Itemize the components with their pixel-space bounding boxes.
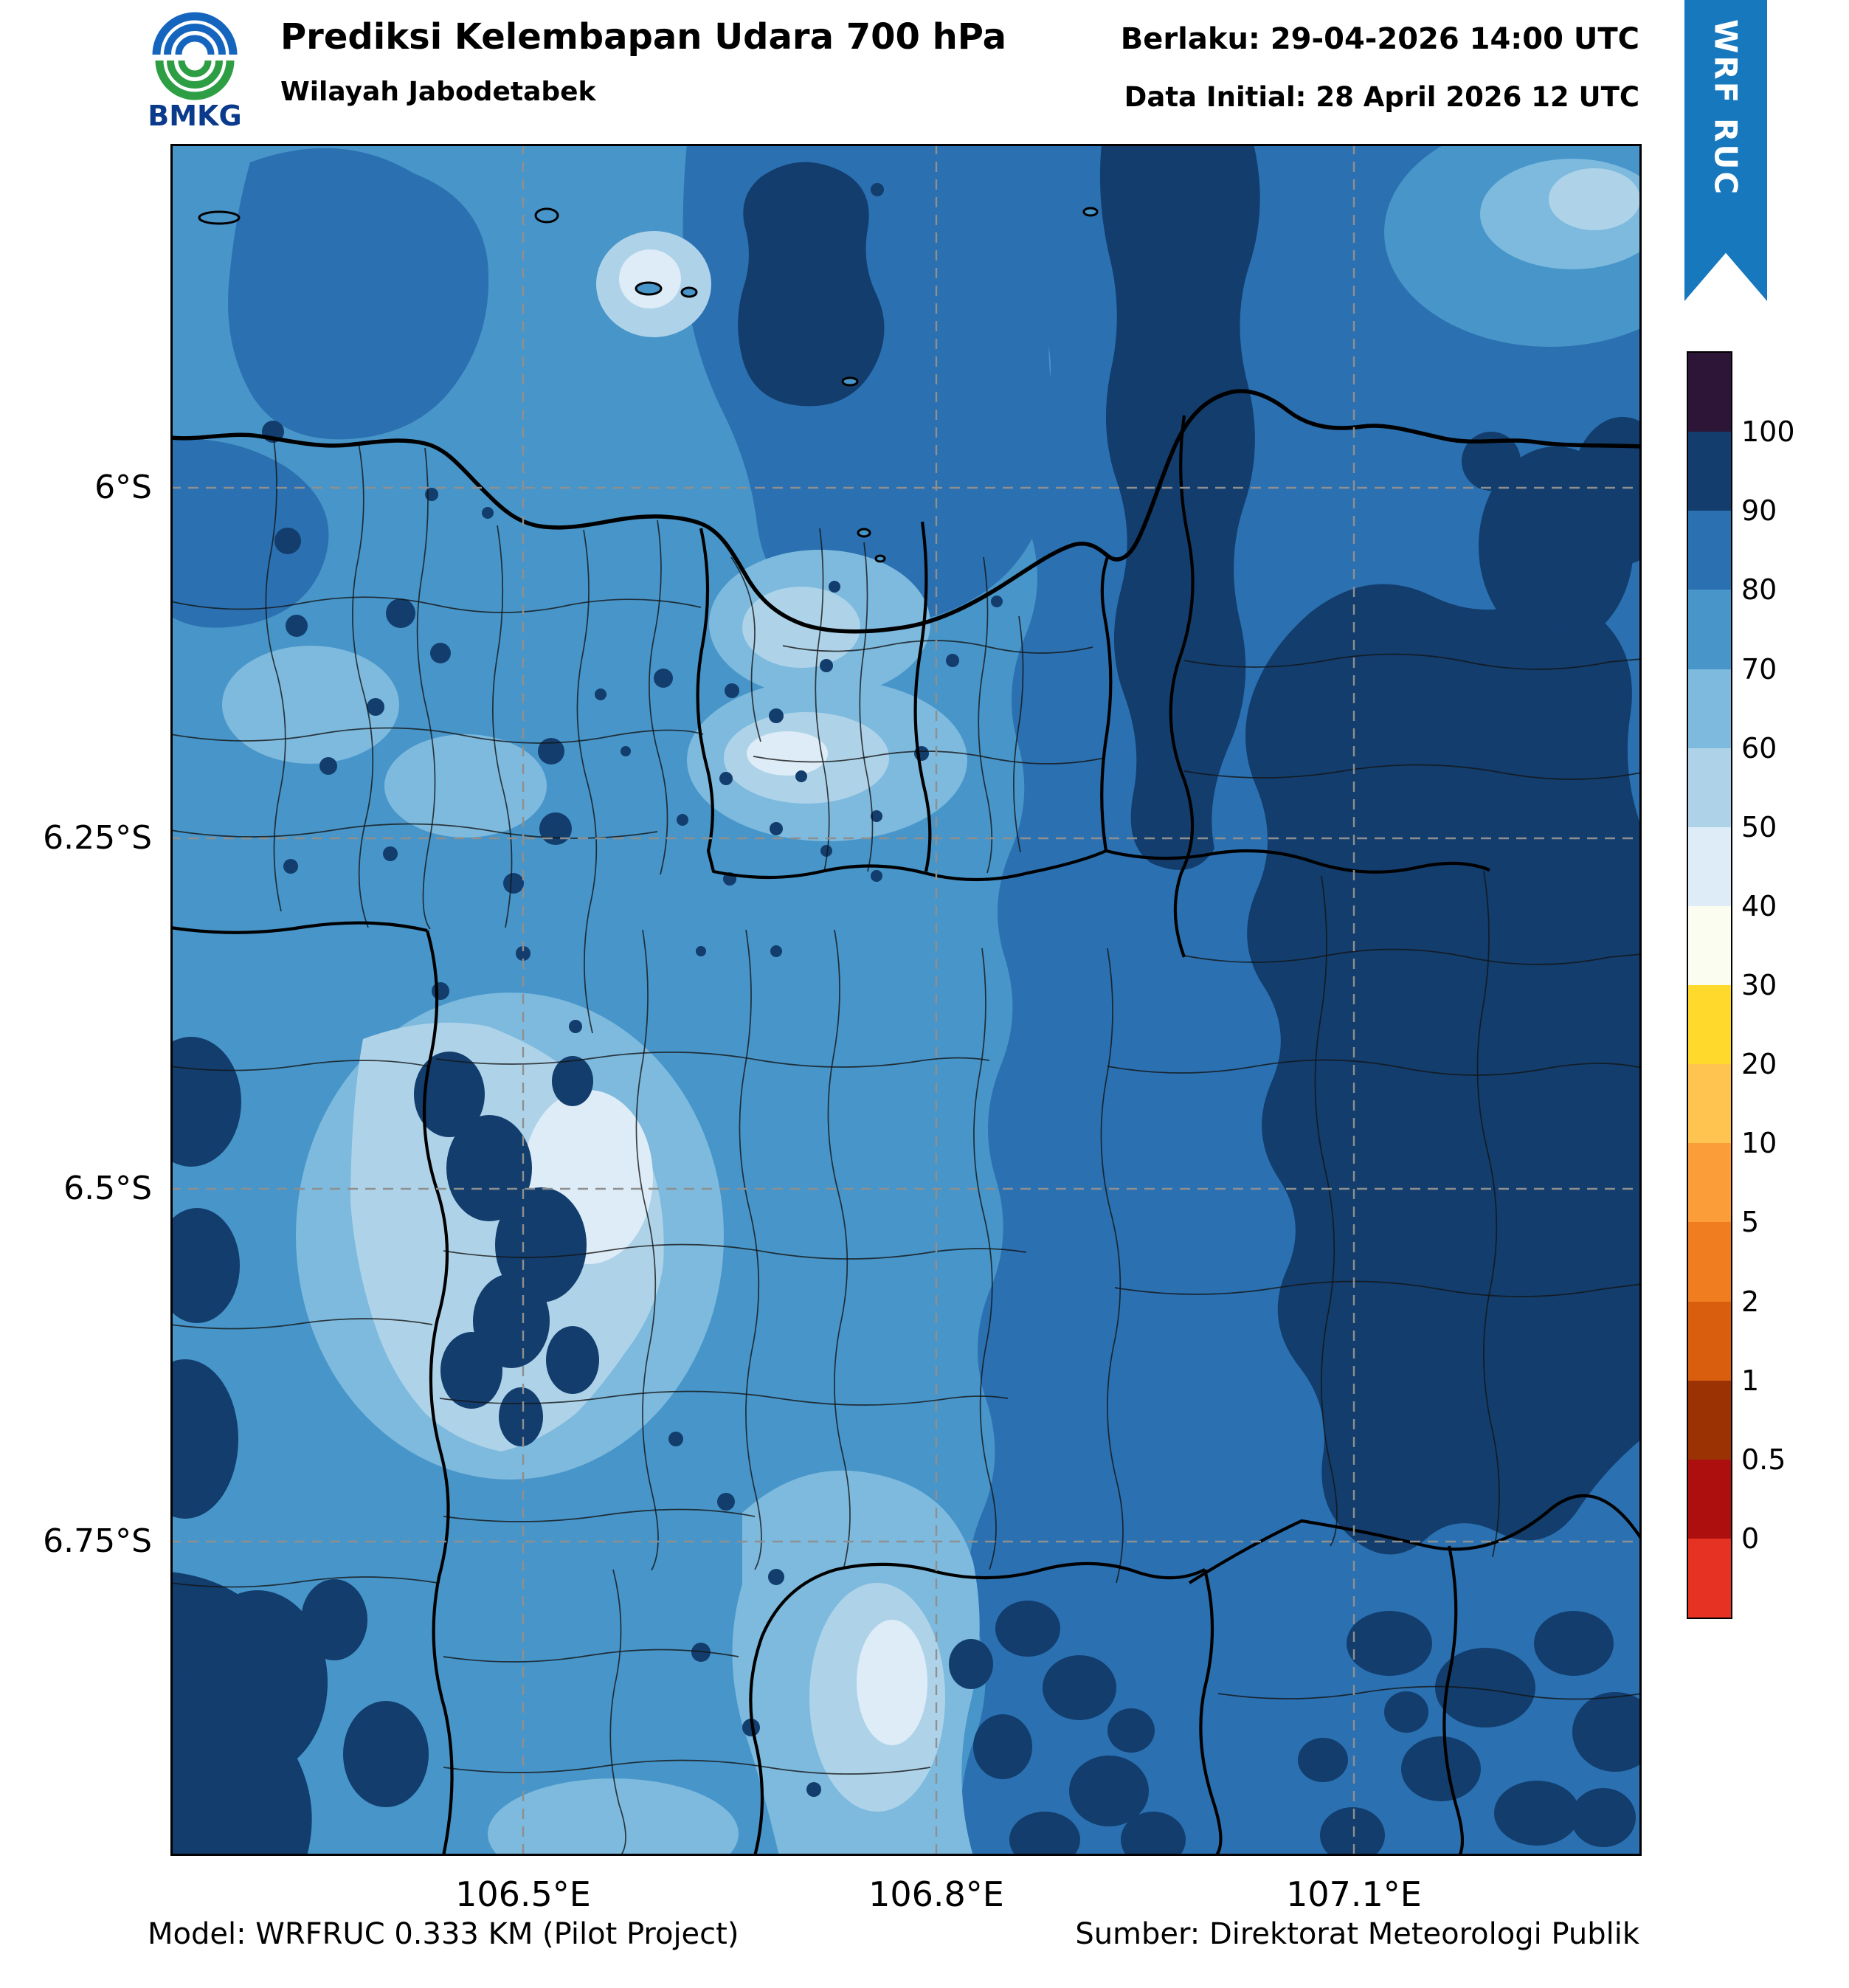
colorbar-tick-label: 60	[1741, 731, 1777, 765]
colorbar-segment	[1688, 1459, 1731, 1539]
y-tick-label: 6.5°S	[63, 1170, 152, 1207]
page-title: Prediksi Kelembapan Udara 700 hPa	[280, 16, 1007, 58]
colorbar-tick-label: 80	[1741, 573, 1777, 607]
x-tick-label: 107.1°E	[1286, 1874, 1422, 1914]
colorbar-tick-label: 1	[1741, 1364, 1760, 1397]
x-tick-label: 106.5°E	[455, 1874, 591, 1914]
model-ribbon-text: WRF RUC	[1707, 19, 1744, 197]
bmkg-logo-globe	[152, 10, 238, 100]
colorbar-tick-label: 0.5	[1741, 1443, 1786, 1476]
colorbar-segment	[1688, 353, 1731, 432]
y-tick-label: 6°S	[94, 469, 152, 506]
colorbar-tick-label: 10	[1741, 1127, 1777, 1160]
gridlines	[170, 144, 1642, 1856]
y-tick-label: 6.75°S	[43, 1522, 152, 1560]
coastline	[170, 389, 1642, 634]
colorbar-tick-label: 0	[1741, 1522, 1760, 1555]
colorbar-segment	[1688, 905, 1731, 985]
colorbar-segment	[1688, 1380, 1731, 1460]
colorbar-ticks: 100 90 80 70 60 50 40 30 20 10 5 2 1 0.5 0	[1741, 353, 1845, 1618]
humidity-map	[170, 144, 1642, 1856]
valid-time-label: Berlaku: 29-04-2026 14:00 UTC	[1120, 22, 1639, 56]
colorbar-segment	[1688, 511, 1731, 590]
y-tick-label: 6.25°S	[43, 819, 152, 857]
source-info: Sumber: Direktorat Meteorologi Publik	[1075, 1917, 1639, 1951]
colorbar-tick-label: 5	[1741, 1206, 1760, 1239]
colorbar-tick-label: 30	[1741, 969, 1777, 1001]
colorbar-segment	[1688, 1301, 1731, 1381]
bmkg-logo-text: BMKG	[148, 100, 241, 132]
regency-boundaries	[170, 415, 1642, 1856]
colorbar-tick-label: 2	[1741, 1285, 1760, 1318]
colorbar-segment	[1688, 669, 1731, 748]
colorbar-segment	[1688, 985, 1731, 1065]
district-boundaries	[170, 438, 1642, 1856]
page-subtitle: Wilayah Jabodetabek	[280, 77, 596, 107]
colorbar-segment	[1688, 1143, 1731, 1223]
humidity-map-canvas	[170, 144, 1642, 1856]
colorbar-segment	[1688, 590, 1731, 669]
x-tick-label: 106.8°E	[868, 1874, 1004, 1914]
colorbar-tick-label: 40	[1741, 889, 1777, 922]
colorbar-tick-label: 20	[1741, 1048, 1777, 1081]
colorbar-tick-label: 90	[1741, 494, 1777, 528]
map-frame	[170, 144, 1642, 1856]
init-time-label: Data Initial: 28 April 2026 12 UTC	[1124, 81, 1639, 113]
colorbar-segment	[1688, 1222, 1731, 1302]
island-outlines	[198, 207, 1099, 563]
bmkg-logo: BMKG	[148, 10, 242, 132]
model-info: Model: WRFRUC 0.333 KM (Pilot Project)	[148, 1917, 739, 1951]
colorbar-segment	[1688, 1538, 1731, 1618]
colorbar-tick-label: 50	[1741, 810, 1777, 843]
colorbar-segment	[1688, 748, 1731, 827]
colorbar-segment	[1688, 1064, 1731, 1144]
colorbar-tick-label: 100	[1741, 415, 1795, 449]
humidity-40-50-cores	[523, 249, 927, 1745]
colorbar-segment	[1688, 826, 1731, 906]
colorbar-segments	[1687, 351, 1732, 1619]
model-ribbon: WRF RUC	[1684, 0, 1767, 301]
colorbar-segment	[1688, 432, 1731, 511]
colorbar-tick-label: 70	[1741, 652, 1777, 686]
